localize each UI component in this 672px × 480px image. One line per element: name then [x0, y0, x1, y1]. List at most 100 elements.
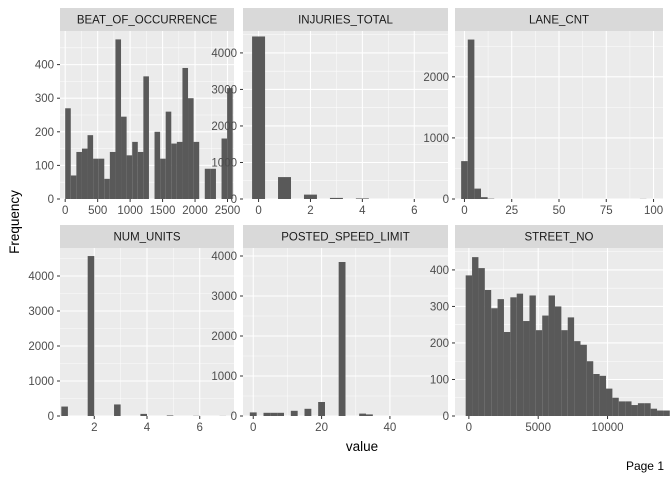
panel-1-bar: [171, 143, 177, 199]
panel-2-y-tick-label: 3000: [211, 84, 237, 96]
panel-4-x-tick-label: 2: [91, 422, 97, 434]
panel-6-strip: [455, 225, 663, 248]
panel-1-bar: [104, 178, 110, 199]
panel-6-x-tick-label: 10000: [592, 422, 624, 434]
panel-5-y-tick-label: 4000: [211, 251, 237, 263]
panel-5-bar: [304, 408, 312, 416]
panel-6-bar: [542, 315, 549, 416]
panel-6-bar: [497, 299, 504, 416]
panel-5-bar: [263, 412, 271, 416]
panel-6-bar: [618, 401, 626, 416]
panel-6-bar: [567, 317, 575, 416]
panel-5-y-tick-label: 0: [231, 411, 237, 423]
panel-3-x-tick-label: 50: [553, 205, 566, 217]
panel-2-x-tick-label: 6: [411, 205, 417, 217]
panel-6-bar: [503, 332, 511, 416]
panel-6-bar: [472, 257, 479, 416]
panel-6-y-tick-label: 0: [443, 411, 449, 423]
panel-4-y-tick-label: 3000: [28, 306, 54, 318]
panel-6-bar: [510, 297, 517, 416]
panel-5-bar: [338, 262, 346, 416]
panel-1-bar: [98, 158, 105, 199]
panel-5-bar: [270, 412, 278, 416]
panel-1-strip: [60, 8, 234, 31]
panel-6-strip-title: STREET_NO: [524, 232, 593, 244]
panel-5-bar: [359, 413, 366, 416]
panel-5-bar: [249, 412, 257, 416]
panel-1-bar: [132, 141, 138, 199]
panel-3-x-tick-label: 25: [505, 205, 518, 217]
panel-5-bar: [277, 412, 284, 416]
panel-1-bar: [210, 168, 216, 199]
panel-6-bar: [612, 397, 619, 416]
panel-6-bar: [516, 293, 524, 416]
panel-2-bar: [252, 36, 266, 200]
panel-1-bar: [188, 98, 194, 199]
panel-4-strip: [60, 225, 234, 248]
panel-6-y-tick-label: 100: [430, 374, 449, 386]
panel-6-bar: [554, 306, 562, 416]
panel-6-bar: [491, 308, 498, 416]
panel-2-x-tick-label: 2: [307, 205, 313, 217]
panel-6-y-tick-label: 200: [430, 338, 449, 350]
panel-5-x-tick-label: 20: [315, 422, 328, 434]
panel-3-x-tick-label: 75: [600, 205, 613, 217]
panel-3-bar: [467, 39, 475, 199]
panel-4-y-tick-label: 4000: [28, 271, 54, 283]
panel-5-y-tick-label: 3000: [211, 291, 237, 303]
panel-3-y-tick-label: 1000: [423, 133, 449, 145]
panel-1-bar: [176, 141, 183, 199]
panel-2-x-tick-label: 4: [359, 205, 366, 217]
panel-4-y-tick-label: 2000: [28, 341, 54, 353]
panel-5-y-tick-label: 2000: [211, 331, 237, 343]
panel-1-bar: [115, 39, 122, 200]
panel-6-bar: [465, 275, 473, 416]
panel-6-bar: [561, 330, 568, 416]
panel-2-bar: [303, 194, 317, 199]
panel-5-bar: [290, 410, 298, 416]
panel-1-bar: [227, 88, 233, 199]
panel-2-y-tick-label: 1000: [211, 157, 237, 169]
panel-6-bar: [586, 361, 594, 416]
panel-6-bar: [631, 405, 638, 416]
panel-3-strip-title: LANE_CNT: [529, 15, 589, 27]
panel-1-bar: [137, 151, 144, 199]
panel-2-x-tick-label: 0: [255, 205, 261, 217]
panel-6-bar: [650, 408, 658, 416]
panel-3-y-tick-label: 2000: [423, 72, 449, 84]
panel-3-bar: [461, 161, 468, 199]
panel-1-bar: [76, 151, 82, 199]
panel-1-bar: [109, 151, 116, 199]
panel-1-bar: [70, 175, 77, 199]
panel-5-x-tick-label: 40: [384, 422, 397, 434]
panel-6-x-tick-label: 5000: [525, 422, 551, 434]
panel-2-strip-title: INJURIES_TOTAL: [298, 15, 393, 27]
panel-1-bar: [121, 116, 127, 199]
panel-1-bar: [65, 108, 71, 199]
panel-6-bar: [535, 330, 543, 416]
panel-1-bar: [221, 138, 228, 199]
panel-6-bar: [625, 401, 632, 416]
panel-1-bar: [154, 131, 161, 199]
panel-6-bar: [644, 403, 651, 416]
panel-6-bar: [580, 344, 587, 416]
panel-1-x-tick-label: 2500: [215, 205, 241, 217]
panel-1-bar: [87, 135, 94, 199]
panel-3-x-tick-label: 0: [461, 205, 467, 217]
panel-4-y-tick-label: 1000: [28, 376, 54, 388]
panel-1-x-tick-label: 1500: [150, 205, 176, 217]
panel-1-bar: [143, 76, 149, 199]
panel-5-y-tick-label: 1000: [211, 371, 237, 383]
panel-2-bar: [278, 177, 292, 199]
panel-1-y-tick-label: 100: [35, 160, 54, 172]
panel-5-strip: [243, 225, 448, 248]
panel-4-y-tick-label: 0: [48, 411, 54, 423]
panel-3-y-tick-label: 0: [443, 194, 449, 206]
panel-6-y-tick-label: 400: [430, 265, 449, 277]
panel-1-bar: [182, 67, 189, 200]
panel-6-bar: [484, 290, 492, 416]
panel-3-bar: [474, 188, 481, 199]
panel-4-x-tick-label: 4: [144, 422, 151, 434]
panel-1-bar: [165, 111, 172, 199]
